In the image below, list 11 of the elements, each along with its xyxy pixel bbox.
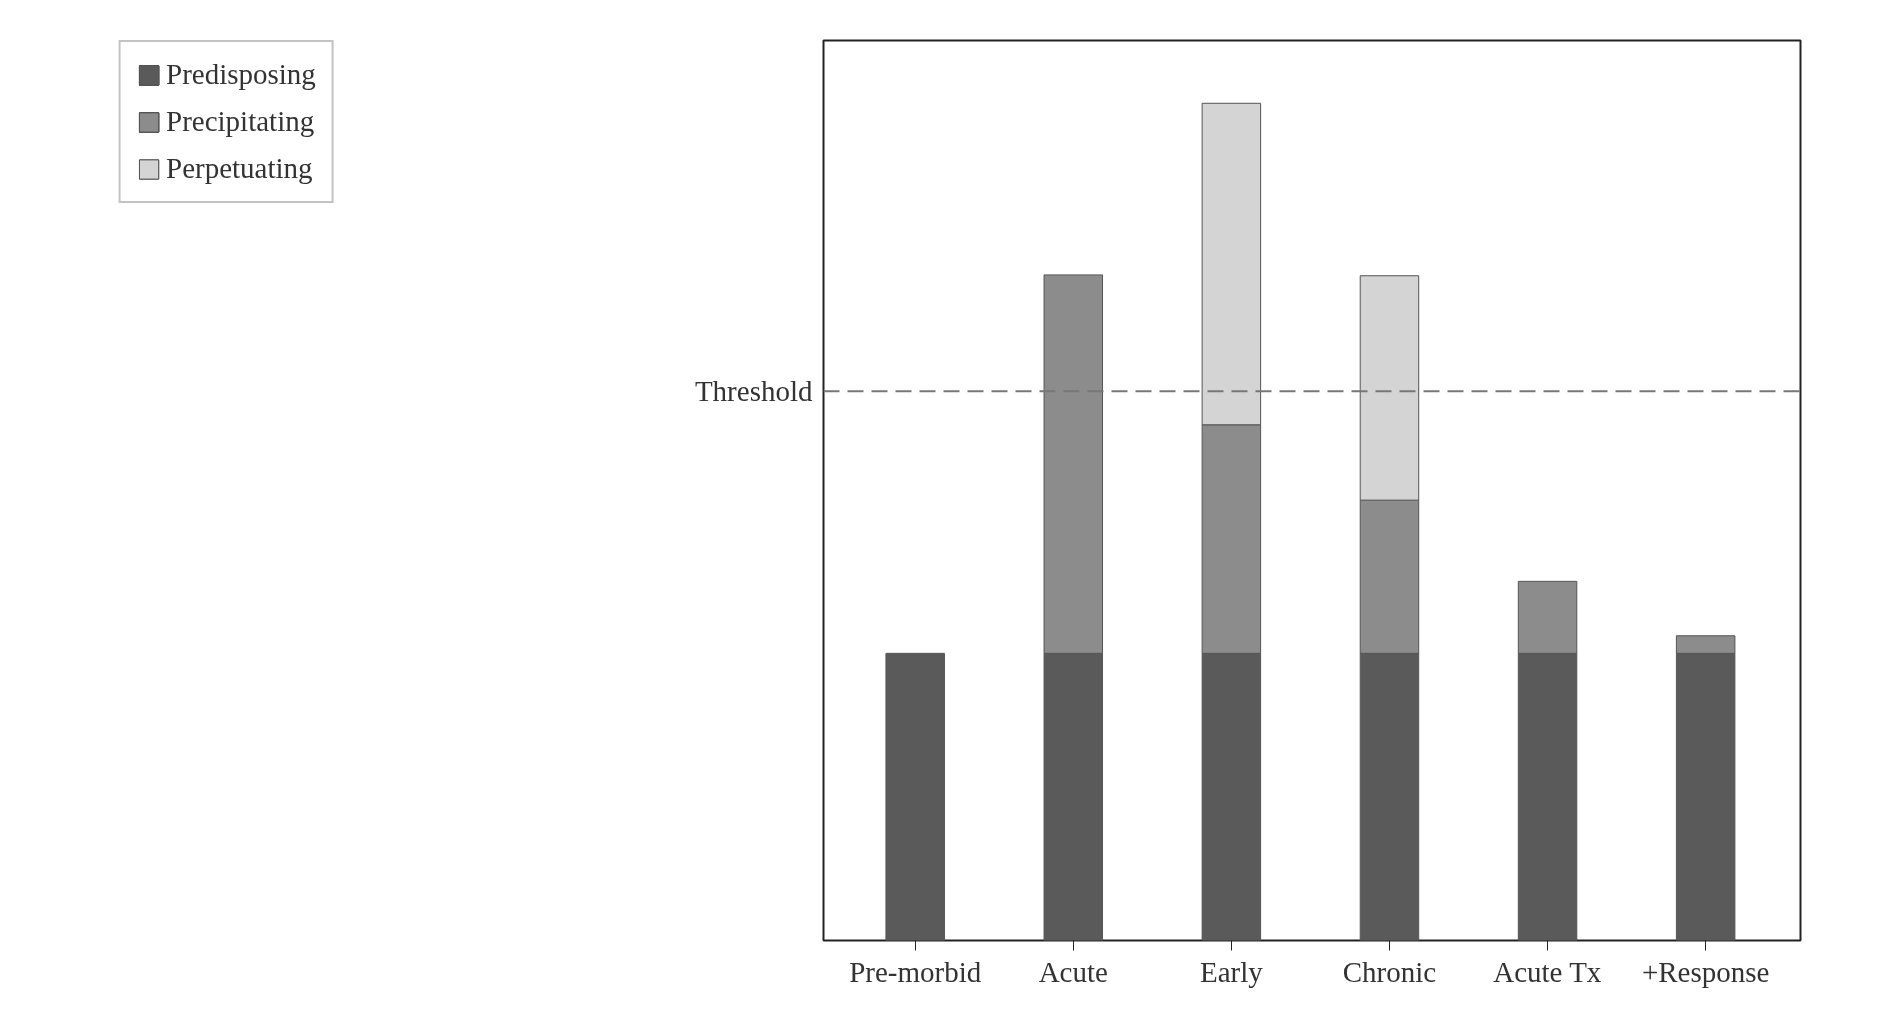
legend-label: Perpetuating	[166, 152, 313, 185]
bar	[885, 652, 945, 941]
x-tick-label: Pre-morbid	[849, 955, 982, 988]
x-tick-label: Acute Tx	[1493, 955, 1602, 988]
x-tick-label: Early	[1199, 955, 1264, 988]
x-tick-label: Chronic	[1342, 955, 1437, 988]
x-tick-label: Acute	[1038, 955, 1108, 988]
legend-label: Predisposing	[166, 58, 316, 91]
legend-label: Precipitating	[166, 105, 315, 138]
x-tick-label: +Response	[1641, 955, 1770, 988]
ref-line-label: Threshold	[694, 375, 813, 408]
